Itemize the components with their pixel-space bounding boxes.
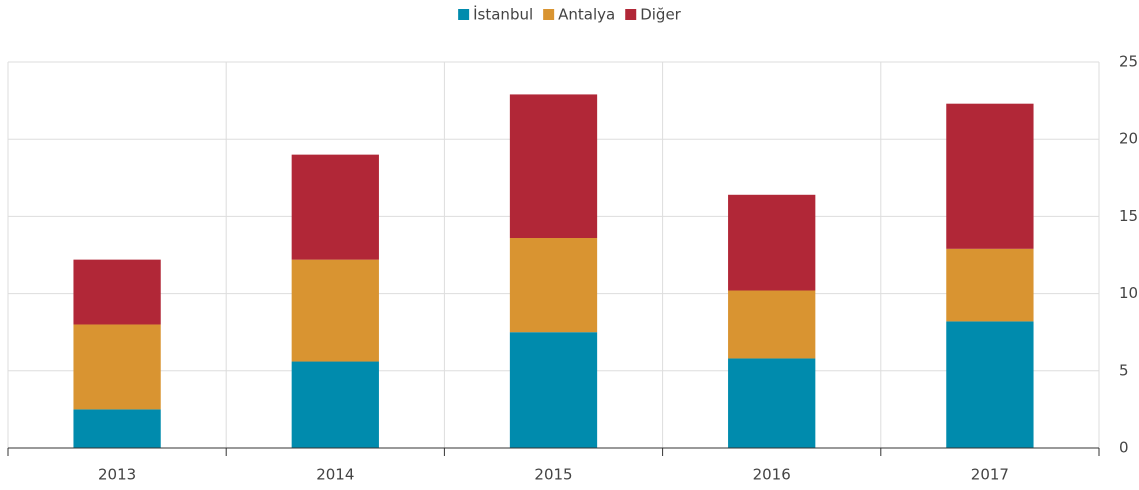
x-tick-label: 2013: [98, 466, 136, 484]
y-tick-label: 15: [1119, 207, 1138, 225]
x-tick-label: 2014: [316, 466, 354, 484]
bar-segment: [509, 332, 598, 448]
bar-segment: [291, 154, 379, 260]
bar-segment: [728, 290, 816, 359]
legend-label: Antalya: [558, 6, 615, 24]
bar-segment: [291, 259, 379, 362]
bar-segment: [946, 321, 1034, 448]
bar-segment: [73, 324, 161, 410]
x-tick-label: 2017: [971, 466, 1009, 484]
y-tick-label: 5: [1119, 361, 1129, 379]
legend-swatch: [625, 9, 637, 20]
bar-segment: [728, 194, 816, 291]
bar-segment: [946, 103, 1034, 249]
bar-segment: [73, 409, 161, 448]
bar-segment: [73, 259, 161, 325]
bar-segment: [728, 358, 816, 448]
bar-segment: [946, 248, 1034, 322]
x-tick-label: 2015: [534, 466, 572, 484]
y-tick-label: 25: [1119, 53, 1138, 71]
legend-label: İstanbul: [473, 5, 533, 24]
y-tick-label: 0: [1119, 439, 1129, 457]
bar-segment: [291, 361, 379, 448]
legend-swatch: [543, 9, 555, 20]
legend-label: Diğer: [640, 6, 681, 24]
bar-segment: [509, 238, 598, 333]
legend-swatch: [458, 9, 470, 20]
bar-segment: [509, 94, 598, 239]
y-tick-label: 20: [1119, 130, 1138, 148]
y-tick-label: 10: [1119, 284, 1138, 302]
x-tick-label: 2016: [753, 466, 791, 484]
